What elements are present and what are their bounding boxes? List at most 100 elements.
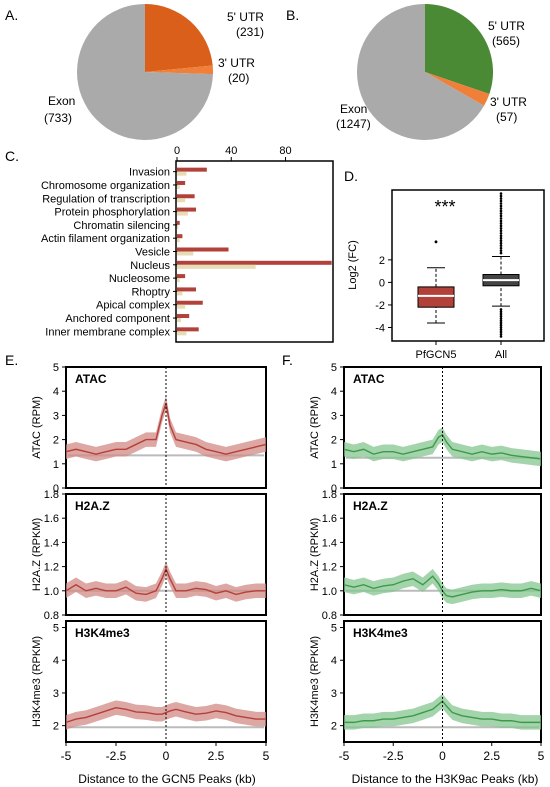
line-f-ytick-label-1-3: 1.4 xyxy=(322,537,337,549)
box-d-ytick-label-1: 0 xyxy=(379,277,385,289)
pie-b-utr3-label: 3' UTR xyxy=(490,95,527,109)
line-chart-e: ATAC ATAC (RPM) 0 1 2 3 4 5 H2A.Z H2A.Z (RPKM) 0.8… xyxy=(31,362,270,786)
box-d-outlier-all-low xyxy=(499,317,503,320)
line-e-panel-ylabel-1: H2A.Z (RPKM) xyxy=(31,518,43,591)
panel-label-e: E. xyxy=(5,352,18,368)
line-e-band-1 xyxy=(66,561,266,602)
line-f-ytick-label-0-5: 5 xyxy=(331,362,337,374)
bar-c-all-1 xyxy=(177,184,180,189)
box-d-outlier-all-high xyxy=(499,249,503,252)
pie-b-exon-label: Exon xyxy=(340,102,367,116)
bar-c-xtick-label-2: 80 xyxy=(279,145,291,157)
pie-b-slice-0 xyxy=(425,4,493,94)
box-d-outlier-all-low xyxy=(499,308,503,311)
pie-chart-b: 5' UTR (565) 3' UTR (57) Exon (1247) xyxy=(336,4,527,141)
bar-c-category-label-2: Regulation of transcription xyxy=(42,193,170,205)
bar-c-category-label-10: Apical complex xyxy=(96,300,170,312)
box-d-outlier-all-high xyxy=(499,246,503,250)
box-d-outlier-all-low xyxy=(499,314,503,318)
box-d-group-label-1: All xyxy=(495,349,507,361)
line-f-ytick-label-2-2: 4 xyxy=(331,655,337,667)
box-d-outlier-all-high xyxy=(499,192,503,195)
line-f-ytick-label-2-3: 5 xyxy=(331,623,337,635)
box-d-outlier-all-high xyxy=(499,227,503,230)
bar-c-all-3 xyxy=(177,211,188,216)
line-e-xtick-label-0: -5 xyxy=(61,749,72,763)
line-f-ytick-label-0-3: 3 xyxy=(331,410,337,422)
line-e-ytick-label-0-1: 1 xyxy=(53,459,59,471)
box-d-outlier-all-high xyxy=(499,239,503,243)
bar-c-category-label-6: Vesicle xyxy=(135,247,170,259)
line-f-ytick-label-0-1: 1 xyxy=(331,459,337,471)
bar-c-gcn5-9 xyxy=(177,287,196,292)
box-d-outlier-all-high xyxy=(499,212,503,215)
pie-a-utr3-count: (20) xyxy=(228,71,249,85)
line-f-ytick-label-1-4: 1.6 xyxy=(322,513,337,525)
box-plot-d-ylabel: Log2 (FC) xyxy=(347,240,359,290)
line-e-xtick-label-3: 2.5 xyxy=(208,749,225,763)
box-d-box-0 xyxy=(417,286,455,308)
line-e-xtick-label-2: 0 xyxy=(163,749,170,763)
box-d-outlier-all-low xyxy=(499,326,503,329)
box-d-outlier-all-high xyxy=(499,234,503,238)
box-d-group-label-0: PfGCN5 xyxy=(416,349,457,361)
box-d-outlier-all-high xyxy=(499,222,503,225)
box-d-outlier-all-high xyxy=(499,209,503,213)
line-f-panel-title-2: H3K4me3 xyxy=(353,626,408,640)
line-e-ytick-label-1-2: 1.2 xyxy=(44,562,59,574)
line-f-ytick-label-1-1: 1.0 xyxy=(322,586,337,598)
bar-c-category-label-1: Chromosome organization xyxy=(41,180,170,192)
bar-c-gcn5-6 xyxy=(177,247,229,252)
line-e-ytick-label-0-2: 2 xyxy=(53,435,59,447)
line-e-ytick-label-2-2: 4 xyxy=(53,655,59,667)
pie-b-slice-2 xyxy=(357,4,485,141)
box-d-outlier-all-high xyxy=(499,219,503,223)
bar-c-gcn5-0 xyxy=(177,167,207,172)
bar-c-all-5 xyxy=(177,238,180,243)
box-d-outlier-all-high xyxy=(499,204,503,208)
pie-a-exon-count: (733) xyxy=(44,111,72,125)
line-chart-f-xlabel: Distance to the H3K9ac Peaks (kb) xyxy=(352,772,539,786)
bar-c-gcn5-4 xyxy=(177,220,180,225)
box-d-outlier-all-high xyxy=(499,202,503,205)
line-e-ytick-label-1-4: 1.6 xyxy=(44,513,59,525)
line-chart-e-xlabel: Distance to the GCN5 Peaks (kb) xyxy=(78,772,255,786)
line-f-ytick-label-0-4: 4 xyxy=(331,386,337,398)
line-f-ytick-label-1-0: 0.8 xyxy=(322,610,337,622)
panel-label-c: C. xyxy=(5,148,19,164)
box-d-outlier-all-low xyxy=(499,310,503,314)
line-f-panel-ylabel-2: H3K4me3 (RPKM) xyxy=(309,636,321,727)
bar-c-gcn5-5 xyxy=(177,234,183,239)
box-d-outlier-all-high xyxy=(499,236,503,240)
line-f-band-0 xyxy=(344,427,541,467)
box-d-outlier-all-low xyxy=(499,332,503,336)
box-d-outlier-all-high xyxy=(499,207,503,210)
box-d-outlier-all-high xyxy=(499,231,503,235)
box-d-outlier-all-high xyxy=(499,214,503,218)
box-d-outlier-all-high xyxy=(499,217,503,220)
line-e-ytick-label-1-1: 1.0 xyxy=(44,586,59,598)
box-d-outlier-all-low xyxy=(499,323,503,327)
box-d-outlier-all-high xyxy=(499,244,503,247)
box-d-ytick-label-3: -4 xyxy=(375,322,385,334)
pie-a-utr5-label: 5' UTR xyxy=(227,10,264,24)
pie-b-utr5-count: (565) xyxy=(492,34,520,48)
pie-a-slice-0 xyxy=(145,4,213,72)
bar-c-gcn5-12 xyxy=(177,327,199,332)
line-f-panel-title-1: H2A.Z xyxy=(353,499,388,513)
line-f-series-line-0 xyxy=(343,433,542,460)
box-d-outlier-all-high xyxy=(499,194,503,198)
line-f-ytick-label-0-0: 0 xyxy=(331,483,337,495)
box-plot-d-frame xyxy=(391,189,545,342)
bar-c-all-2 xyxy=(177,198,186,203)
bar-c-category-label-12: Inner membrane complex xyxy=(45,326,170,338)
line-f-xtick-label-1: -2.5 xyxy=(383,749,404,763)
box-d-outlier-all-high xyxy=(499,197,503,200)
line-e-ytick-label-0-4: 4 xyxy=(53,386,59,398)
bar-c-category-label-0: Invasion xyxy=(129,167,170,179)
bar-c-gcn5-3 xyxy=(177,207,196,212)
bar-c-category-label-7: Nucleus xyxy=(130,260,170,272)
line-f-xtick-label-4: 5 xyxy=(538,749,545,763)
